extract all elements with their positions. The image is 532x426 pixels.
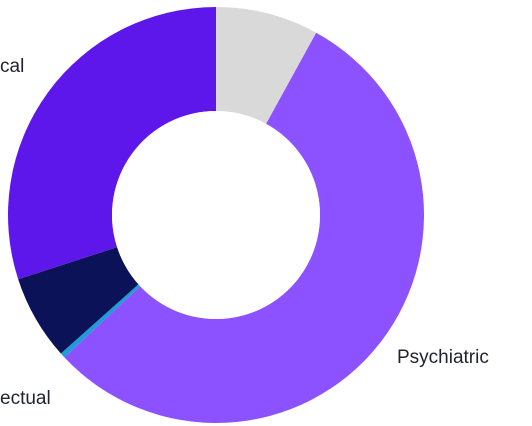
donut-hole	[112, 111, 320, 319]
slice-label-psychiatric: Psychiatric	[397, 347, 489, 368]
donut-slice-1	[64, 32, 424, 423]
slice-label-intellectual: ectual	[0, 388, 51, 409]
donut-slice-4	[7, 7, 217, 280]
slices-group	[7, 7, 424, 423]
slice-label-physical: cal	[0, 56, 24, 77]
donut-slice-2	[60, 284, 141, 358]
donut-slice-3	[18, 247, 139, 354]
donut-slice-0	[216, 7, 317, 124]
